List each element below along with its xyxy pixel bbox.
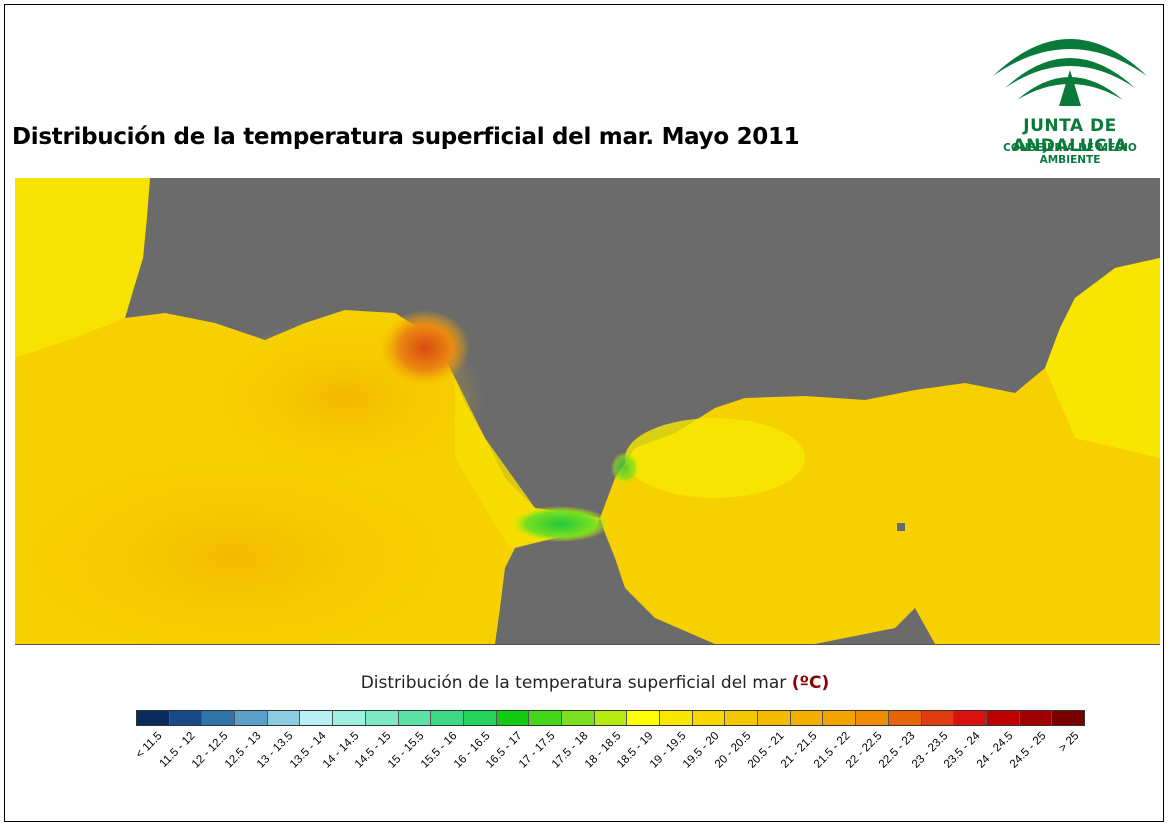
page-frame <box>4 4 1164 822</box>
legend-swatch <box>725 711 759 725</box>
legend-swatch <box>921 711 955 725</box>
legend-swatch <box>398 711 432 725</box>
page-title: Distribución de la temperatura superfici… <box>12 124 800 150</box>
legend-swatch <box>594 711 628 725</box>
legend-swatch <box>823 711 857 725</box>
legend-swatch <box>888 711 922 725</box>
legend-swatch <box>1019 711 1053 725</box>
legend-swatch <box>660 711 693 725</box>
legend-swatch <box>856 711 889 725</box>
legend-title: Distribución de la temperatura superfici… <box>0 673 1170 693</box>
legend-swatch <box>267 711 301 725</box>
legend-swatch <box>463 711 497 725</box>
legend-swatch <box>1052 711 1084 725</box>
legend-swatch <box>235 711 268 725</box>
legend-label: < 11.5 <box>134 730 165 761</box>
mediterranean-sea <box>600 258 1160 644</box>
sea-temperature-map <box>15 178 1160 645</box>
legend-swatch <box>169 711 203 725</box>
legend-title-text: Distribución de la temperatura superfici… <box>360 673 787 693</box>
legend-unit: (ºC) <box>791 673 830 693</box>
legend-swatch <box>627 711 660 725</box>
legend-labels: < 11.5 11.5 - 12 12 - 12.5 12.5 - 13 13 - 13… <box>134 730 1085 800</box>
legend-label: > 25 <box>1056 730 1082 755</box>
legend-swatch <box>954 711 987 725</box>
legend-swatch <box>137 711 170 725</box>
legend-swatch <box>333 711 366 725</box>
logo-subtitle: CONSEJERÍA DE MEDIO AMBIENTE <box>1003 142 1137 166</box>
legend-swatch <box>790 711 824 725</box>
logo-name: JUNTA DE ANDALUCIA <box>1012 116 1128 156</box>
legend-swatch <box>431 711 464 725</box>
legend-swatch <box>758 711 791 725</box>
legend-swatch <box>986 711 1020 725</box>
legend-swatch <box>692 711 726 725</box>
legend-swatch <box>561 711 595 725</box>
legend-color-scale <box>136 710 1085 726</box>
legend-swatch <box>496 711 530 725</box>
logo-emblem-icon <box>993 39 1147 106</box>
junta-andalucia-logo: JUNTA DE ANDALUCIA CONSEJERÍA DE MEDIO A… <box>975 14 1165 166</box>
legend-swatch <box>202 711 236 725</box>
legend-swatch <box>300 711 334 725</box>
legend-swatch <box>529 711 562 725</box>
legend-swatch <box>365 711 399 725</box>
